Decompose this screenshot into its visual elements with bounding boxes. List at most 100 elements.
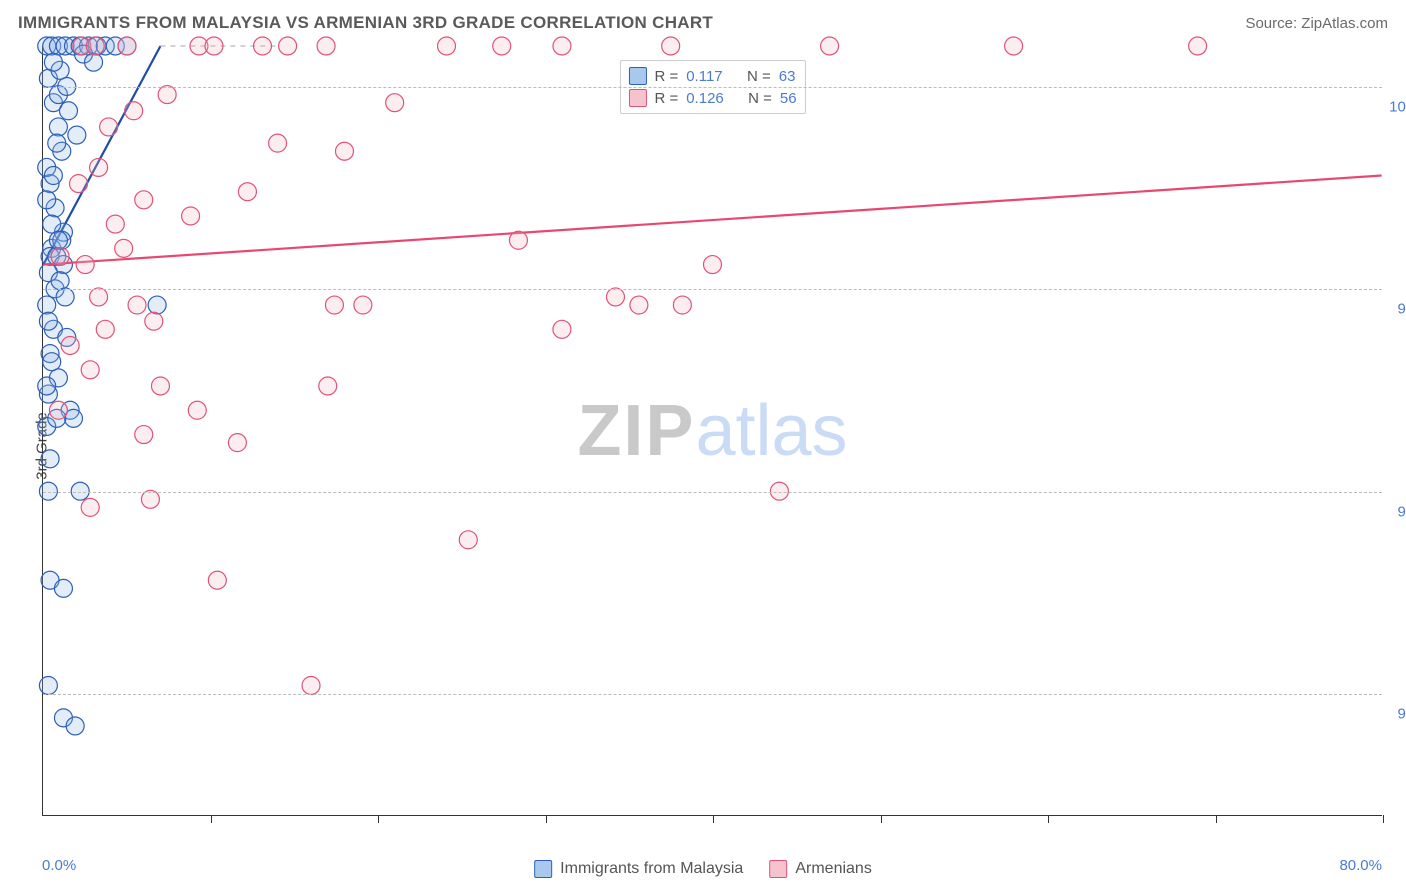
x-tick [713, 815, 714, 823]
gridline [43, 87, 1382, 88]
y-tick-label: 92.5% [1384, 706, 1406, 723]
x-axis-max-label: 80.0% [1339, 857, 1382, 874]
legend-r-value: 0.126 [686, 90, 724, 107]
data-point-malaysia [39, 312, 57, 330]
legend-correlation-row: R = 0.126 N = 56 [628, 87, 796, 109]
data-point-armenians [238, 183, 256, 201]
data-point-armenians [125, 102, 143, 120]
chart-title: IMMIGRANTS FROM MALAYSIA VS ARMENIAN 3RD… [18, 13, 713, 33]
data-point-armenians [228, 434, 246, 452]
data-point-malaysia [66, 717, 84, 735]
data-point-armenians [325, 296, 343, 314]
data-point-malaysia [49, 231, 67, 249]
data-point-malaysia [48, 134, 66, 152]
data-point-armenians [269, 134, 287, 152]
data-point-armenians [51, 247, 69, 265]
legend-swatch [628, 67, 646, 85]
data-point-armenians [151, 377, 169, 395]
data-point-malaysia [44, 53, 62, 71]
data-point-armenians [279, 37, 297, 55]
plot-area: ZIPatlas R =0.117 N =63R =0.126 N =56 92… [42, 46, 1382, 816]
data-point-armenians [1005, 37, 1023, 55]
legend-series-item: Armenians [769, 860, 871, 878]
legend-n-value: 56 [780, 90, 797, 107]
data-point-armenians [354, 296, 372, 314]
data-point-malaysia [54, 579, 72, 597]
data-point-armenians [459, 531, 477, 549]
data-point-armenians [115, 239, 133, 257]
data-point-armenians [553, 37, 571, 55]
data-point-armenians [96, 320, 114, 338]
legend-swatch [769, 860, 787, 878]
y-tick-label: 95.0% [1384, 503, 1406, 520]
y-tick-label: 100.0% [1384, 98, 1406, 115]
data-point-armenians [386, 94, 404, 112]
data-point-armenians [704, 256, 722, 274]
legend-r-value: 0.117 [686, 68, 722, 85]
data-point-armenians [135, 426, 153, 444]
x-tick [1383, 815, 1384, 823]
data-point-armenians [90, 158, 108, 176]
x-tick [378, 815, 379, 823]
data-point-armenians [158, 86, 176, 104]
chart-svg [43, 46, 1382, 815]
data-point-armenians [86, 37, 104, 55]
gridline [43, 289, 1382, 290]
data-point-armenians [1189, 37, 1207, 55]
legend-series-label: Immigrants from Malaysia [560, 860, 743, 878]
x-tick [1048, 815, 1049, 823]
data-point-armenians [81, 498, 99, 516]
data-point-malaysia [49, 118, 67, 136]
data-point-malaysia [59, 102, 77, 120]
data-point-armenians [821, 37, 839, 55]
data-point-armenians [553, 320, 571, 338]
data-point-armenians [61, 337, 79, 355]
data-point-malaysia [68, 126, 86, 144]
legend-swatch [628, 89, 646, 107]
data-point-armenians [49, 401, 67, 419]
legend-swatch [534, 860, 552, 878]
data-point-malaysia [43, 353, 61, 371]
legend-series-item: Immigrants from Malaysia [534, 860, 743, 878]
data-point-malaysia [38, 377, 56, 395]
data-point-armenians [141, 490, 159, 508]
legend-n-label: N = [748, 90, 772, 107]
data-point-malaysia [39, 676, 57, 694]
gridline [43, 492, 1382, 493]
data-point-armenians [509, 231, 527, 249]
data-point-armenians [438, 37, 456, 55]
legend-series-label: Armenians [795, 860, 871, 878]
data-point-armenians [135, 191, 153, 209]
data-point-armenians [302, 676, 320, 694]
legend-r-label: R = [654, 68, 678, 85]
x-tick [1216, 815, 1217, 823]
data-point-armenians [70, 175, 88, 193]
data-point-malaysia [38, 191, 56, 209]
data-point-armenians [673, 296, 691, 314]
data-point-malaysia [56, 288, 74, 306]
data-point-malaysia [148, 296, 166, 314]
data-point-armenians [254, 37, 272, 55]
legend-r-label: R = [654, 90, 678, 107]
data-point-armenians [100, 118, 118, 136]
y-tick-label: 97.5% [1384, 301, 1406, 318]
legend-n-label: N = [747, 68, 771, 85]
data-point-armenians [662, 37, 680, 55]
data-point-armenians [118, 37, 136, 55]
x-tick [211, 815, 212, 823]
data-point-armenians [182, 207, 200, 225]
legend-series: Immigrants from Malaysia Armenians [534, 860, 872, 878]
data-point-armenians [319, 377, 337, 395]
data-point-malaysia [41, 450, 59, 468]
data-point-armenians [106, 215, 124, 233]
data-point-armenians [128, 296, 146, 314]
data-point-armenians [493, 37, 511, 55]
data-point-armenians [317, 37, 335, 55]
data-point-malaysia [85, 53, 103, 71]
data-point-armenians [630, 296, 648, 314]
data-point-armenians [81, 361, 99, 379]
chart-container: IMMIGRANTS FROM MALAYSIA VS ARMENIAN 3RD… [0, 0, 1406, 892]
gridline [43, 694, 1382, 695]
x-axis-min-label: 0.0% [42, 857, 76, 874]
legend-n-value: 63 [779, 68, 796, 85]
